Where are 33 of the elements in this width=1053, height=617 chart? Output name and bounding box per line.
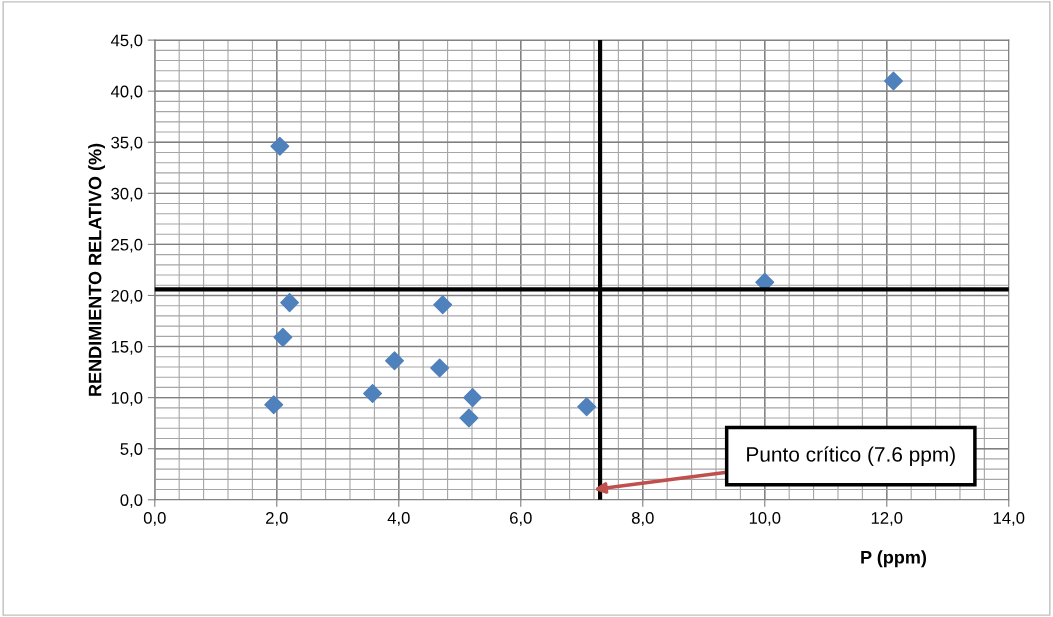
- point: [463, 388, 483, 408]
- point: [433, 295, 453, 315]
- y-tick-label: 10,0: [111, 392, 143, 406]
- x-tick-label: 12,0: [871, 512, 903, 526]
- x-tick-label: 10,0: [749, 512, 781, 526]
- x-tick-label: 2,0: [266, 512, 288, 526]
- y-tick-label: 15,0: [111, 340, 143, 355]
- y-tick-label: 25,0: [111, 238, 143, 253]
- y-tick-label: 40,0: [110, 85, 143, 100]
- point: [270, 136, 290, 156]
- x-tick-label: 8,0: [631, 512, 654, 526]
- y-tick-label: 0,0: [120, 494, 143, 508]
- y-axis-title: RENDIMIENTO RELATIVO (%): [88, 143, 105, 396]
- point: [430, 358, 450, 378]
- y-tick-label: 20,0: [111, 289, 143, 304]
- point: [363, 384, 383, 404]
- x-tick-label: 0,0: [143, 512, 166, 526]
- x-tick-label: 14,0: [993, 512, 1025, 526]
- y-tick-label: 5,0: [120, 443, 143, 457]
- point: [459, 408, 479, 428]
- y-tick-label: 30,0: [111, 187, 143, 202]
- point: [280, 293, 300, 313]
- point: [273, 327, 293, 347]
- annotation: Punto crítico (7.6 ppm): [747, 446, 955, 466]
- point: [577, 397, 597, 417]
- x-tick-label: 4,0: [387, 512, 410, 526]
- point: [385, 351, 404, 371]
- x-axis-title: P (ppm): [861, 550, 927, 568]
- point: [264, 395, 284, 415]
- y-tick-label: 45,0: [110, 34, 143, 49]
- x-tick-label: 6,0: [510, 512, 532, 526]
- point: [884, 71, 903, 91]
- y-tick-label: 35,0: [111, 136, 143, 151]
